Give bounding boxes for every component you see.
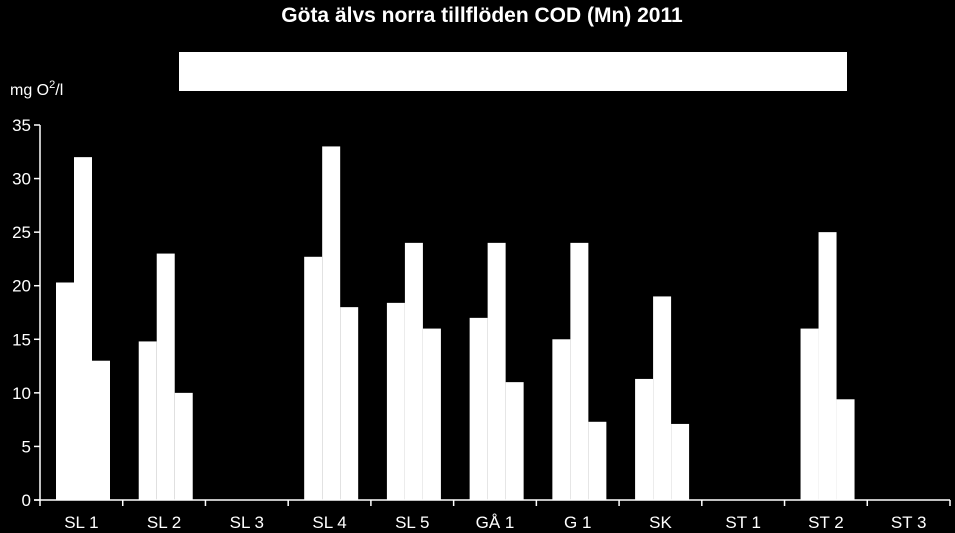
bar-sl-1-s3 bbox=[92, 360, 110, 500]
bar-st-2-s2 bbox=[818, 232, 837, 500]
bars-layer bbox=[56, 146, 855, 500]
bar-sk-s1 bbox=[635, 378, 654, 500]
bar-g-1-s2 bbox=[570, 242, 589, 500]
x-tick-label-sl-3: SL 3 bbox=[230, 513, 264, 532]
bar-sl-4-s2 bbox=[322, 146, 341, 500]
y-tick-label: 20 bbox=[12, 277, 31, 296]
x-tick-label-st-3: ST 3 bbox=[891, 513, 927, 532]
x-tick-label-sl-2: SL 2 bbox=[147, 513, 181, 532]
x-tick-label-st-2: ST 2 bbox=[808, 513, 844, 532]
bar-sl-1-s2 bbox=[74, 157, 92, 500]
x-tick-label-sk: SK bbox=[649, 513, 672, 532]
x-tick-label-st-1: ST 1 bbox=[725, 513, 761, 532]
bar-st-2-s1 bbox=[800, 328, 819, 500]
y-tick-label: 5 bbox=[22, 437, 31, 456]
y-tick-label: 25 bbox=[12, 223, 31, 242]
legend-box bbox=[179, 52, 847, 91]
bar-sl-5-s2 bbox=[404, 242, 423, 500]
bar-sl-1-s1 bbox=[56, 282, 74, 500]
bar-sl-5-s1 bbox=[386, 302, 405, 500]
bar-sl-2-s1 bbox=[138, 341, 157, 500]
x-tick-label-sl-5: SL 5 bbox=[395, 513, 429, 532]
x-tick-label-sl-4: SL 4 bbox=[312, 513, 346, 532]
bar-sl-5-s3 bbox=[422, 328, 441, 500]
bar-gå-1-s2 bbox=[487, 242, 506, 500]
y-tick-label: 0 bbox=[22, 491, 31, 510]
x-tick-label-g-1: G 1 bbox=[564, 513, 591, 532]
y-tick-label: 35 bbox=[12, 116, 31, 135]
bar-g-1-s3 bbox=[588, 421, 607, 500]
bar-sl-4-s3 bbox=[340, 307, 359, 500]
x-tick-label-gå-1: GÅ 1 bbox=[476, 513, 515, 532]
axes-layer bbox=[34, 124, 951, 506]
bar-sl-4-s1 bbox=[304, 256, 323, 500]
bar-sl-2-s2 bbox=[156, 253, 175, 500]
bar-sl-2-s3 bbox=[174, 392, 193, 500]
y-axis-unit-prefix: mg O bbox=[10, 82, 49, 99]
y-tick-label: 30 bbox=[12, 170, 31, 189]
bar-sk-s3 bbox=[671, 423, 690, 500]
bar-sk-s2 bbox=[653, 296, 672, 500]
chart-title: Göta älvs norra tillflöden COD (Mn) 2011 bbox=[281, 4, 683, 27]
y-axis-unit-suffix: /l bbox=[55, 82, 63, 99]
bar-st-2-s3 bbox=[836, 399, 855, 500]
y-tick-label: 15 bbox=[12, 330, 31, 349]
bar-gå-1-s1 bbox=[469, 317, 488, 500]
y-axis-unit-superscript: 2 bbox=[49, 79, 55, 91]
bar-gå-1-s3 bbox=[505, 382, 524, 500]
y-tick-label: 10 bbox=[12, 384, 31, 403]
bar-g-1-s1 bbox=[552, 339, 571, 500]
ticks-layer: 0 5 10 15 20 25 30 35 SL 1 SL 2 SL 3 SL 4 SL 5 GÅ 1 G … bbox=[12, 116, 926, 532]
y-axis-unit-label: mg O2/l bbox=[10, 79, 63, 99]
x-tick-label-sl-1: SL 1 bbox=[64, 513, 98, 532]
